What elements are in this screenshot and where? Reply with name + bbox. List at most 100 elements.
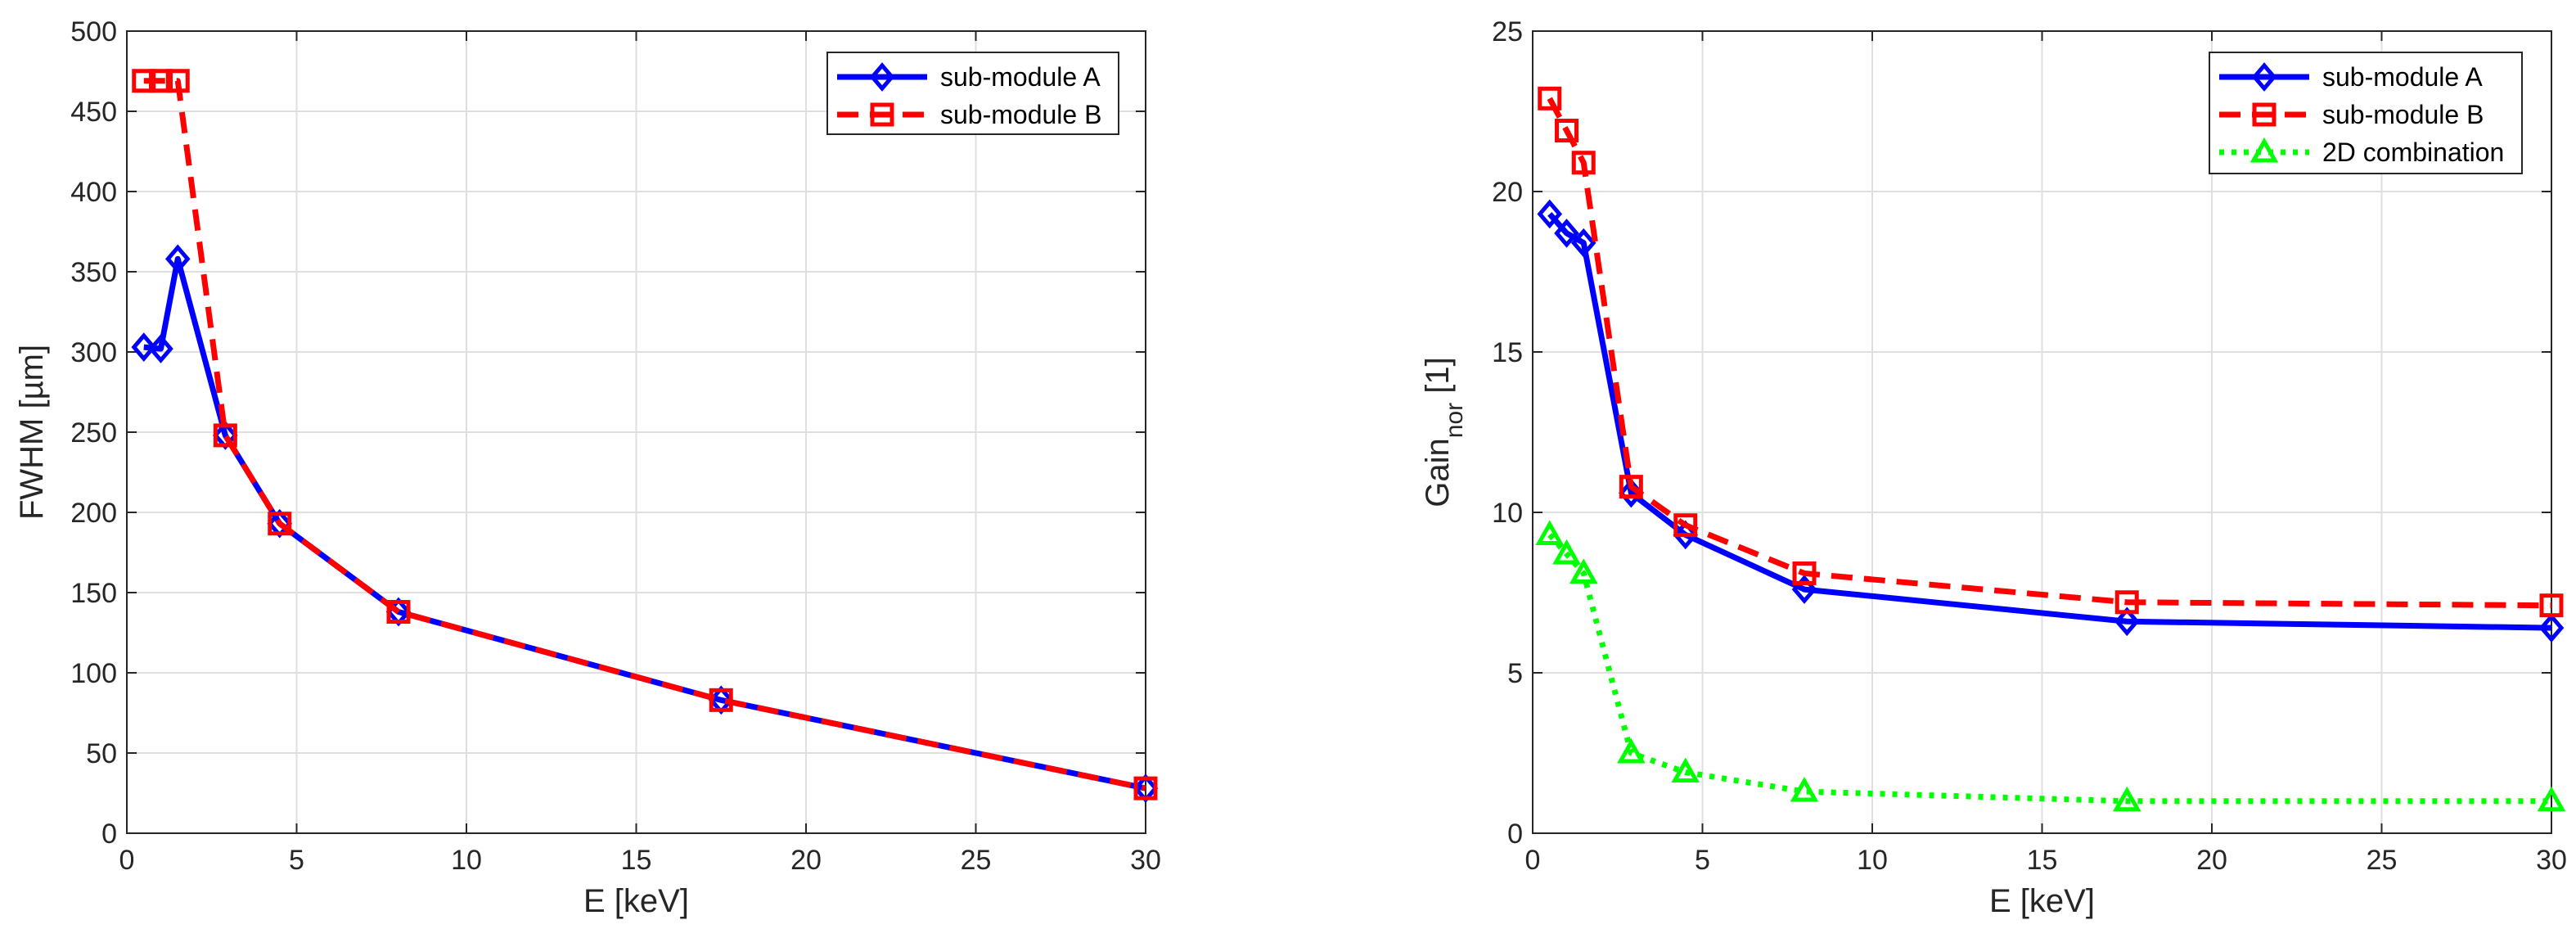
data-point <box>2538 613 2565 643</box>
y-axis-label-unit: [1] <box>1420 357 1456 403</box>
data-point <box>1554 219 1579 248</box>
legend-entry: sub-module B <box>837 100 1101 129</box>
data-point <box>2114 590 2139 615</box>
series-line <box>1547 97 2552 609</box>
data-point <box>1792 561 1817 585</box>
data-point <box>2537 786 2566 812</box>
data-point <box>164 244 191 274</box>
data-point <box>1791 575 1817 604</box>
x-tick-label: 20 <box>790 845 822 876</box>
y-tick-label: 20 <box>1492 177 1523 208</box>
y-tick-label: 450 <box>70 97 117 128</box>
y-tick-label: 100 <box>70 658 117 689</box>
data-point <box>1671 757 1700 783</box>
data-point <box>1537 199 1563 229</box>
y-tick-label: 250 <box>70 417 117 449</box>
y-tick-label: 150 <box>70 578 117 609</box>
data-point <box>1535 520 1565 545</box>
data-point <box>1555 119 1578 143</box>
x-tick-label: 25 <box>2367 845 2398 876</box>
x-tick-label: 0 <box>119 845 135 876</box>
legend-marker <box>2252 102 2277 127</box>
x-tick-label: 10 <box>1857 845 1888 876</box>
chart-panel-2: 0 5 10 15 20 25 30 0 5 10 15 20 25 E [keV] Gainnor [1]… <box>1420 16 2567 919</box>
legend-label: 2D combination <box>2322 138 2504 167</box>
legend-entry: sub-module A <box>2219 62 2483 92</box>
data-point <box>1571 151 1596 175</box>
legend-label: sub-module B <box>2322 100 2484 129</box>
legend-label: sub-module B <box>940 100 1101 129</box>
series-sub-module-a <box>1537 199 2565 643</box>
y-axis-label-subscript: nor <box>1441 403 1468 438</box>
data-point <box>1790 776 1819 802</box>
legend-box <box>826 52 1119 135</box>
data-point <box>1538 86 1562 110</box>
series-sub-module-b <box>1538 86 2564 618</box>
data-point <box>1673 520 1699 550</box>
x-axis-label: E [keV] <box>1989 883 2095 919</box>
series-line <box>143 78 1146 791</box>
legend-label: sub-module A <box>940 62 1101 92</box>
data-point <box>132 69 156 93</box>
y-tick-label: 15 <box>1492 337 1523 368</box>
y-tick-label: 25 <box>1492 16 1523 47</box>
data-point <box>148 334 173 363</box>
data-point <box>1133 776 1158 800</box>
data-point <box>386 600 411 625</box>
y-tick-label: 5 <box>1507 658 1523 689</box>
x-tick-label: 0 <box>1525 845 1541 876</box>
data-point <box>131 332 157 362</box>
data-point <box>1570 228 1596 258</box>
x-tick-label: 15 <box>2027 845 2058 876</box>
x-tick-label: 10 <box>451 845 482 876</box>
data-point <box>1673 513 1698 538</box>
legend: sub-module A sub-module B <box>826 52 1119 135</box>
data-point <box>268 512 292 536</box>
legend-marker <box>2251 62 2277 92</box>
x-tick-label: 20 <box>2196 845 2227 876</box>
x-tick-label: 30 <box>1130 845 1161 876</box>
data-point <box>2112 786 2141 812</box>
y-axis-label: Gainnor [1] <box>1420 357 1468 507</box>
x-tick-label: 5 <box>289 845 304 876</box>
data-point <box>2539 593 2564 618</box>
legend-entry: sub-module A <box>837 62 1101 92</box>
y-tick-label: 200 <box>70 498 117 529</box>
data-point <box>1552 539 1581 565</box>
y-tick-label: 0 <box>1507 818 1523 850</box>
x-axis-label: E [keV] <box>583 883 689 919</box>
legend-marker <box>869 62 895 92</box>
legend-entry: 2D combination <box>2219 137 2504 167</box>
data-point <box>709 688 733 712</box>
y-axis-label: FWHM [µm] <box>14 345 50 520</box>
legend: sub-module A sub-module B 2D combination <box>2209 52 2523 174</box>
legend-marker <box>870 102 894 127</box>
legend-label: sub-module A <box>2322 62 2483 92</box>
x-tick-label: 25 <box>961 845 992 876</box>
y-tick-label: 500 <box>70 16 117 47</box>
x-tick-label: 15 <box>621 845 652 876</box>
y-tick-label: 50 <box>86 738 117 769</box>
data-point <box>1617 737 1646 764</box>
y-tick-label: 300 <box>70 337 117 368</box>
series-sub-module-b <box>132 69 1158 800</box>
y-tick-label: 10 <box>1492 498 1523 529</box>
chart-panel-1: 0 5 10 15 20 25 300501001502002503003504004505… <box>14 16 1161 919</box>
data-point <box>149 69 173 93</box>
x-tick-label: 5 <box>1695 845 1710 876</box>
data-point <box>165 69 190 93</box>
y-tick-label: 350 <box>70 257 117 288</box>
data-point <box>2114 607 2140 637</box>
x-tick-label: 30 <box>2536 845 2567 876</box>
y-tick-label: 0 <box>101 818 117 850</box>
series-line <box>1547 212 2552 631</box>
data-point <box>1619 475 1643 499</box>
y-axis-label-main: Gain <box>1420 438 1456 507</box>
data-point <box>1569 558 1598 584</box>
legend-entry: sub-module B <box>2219 100 2484 129</box>
legend-marker <box>2249 137 2279 163</box>
series-2d-combination <box>1535 520 2566 812</box>
data-point <box>213 423 237 448</box>
y-tick-label: 400 <box>70 177 117 208</box>
